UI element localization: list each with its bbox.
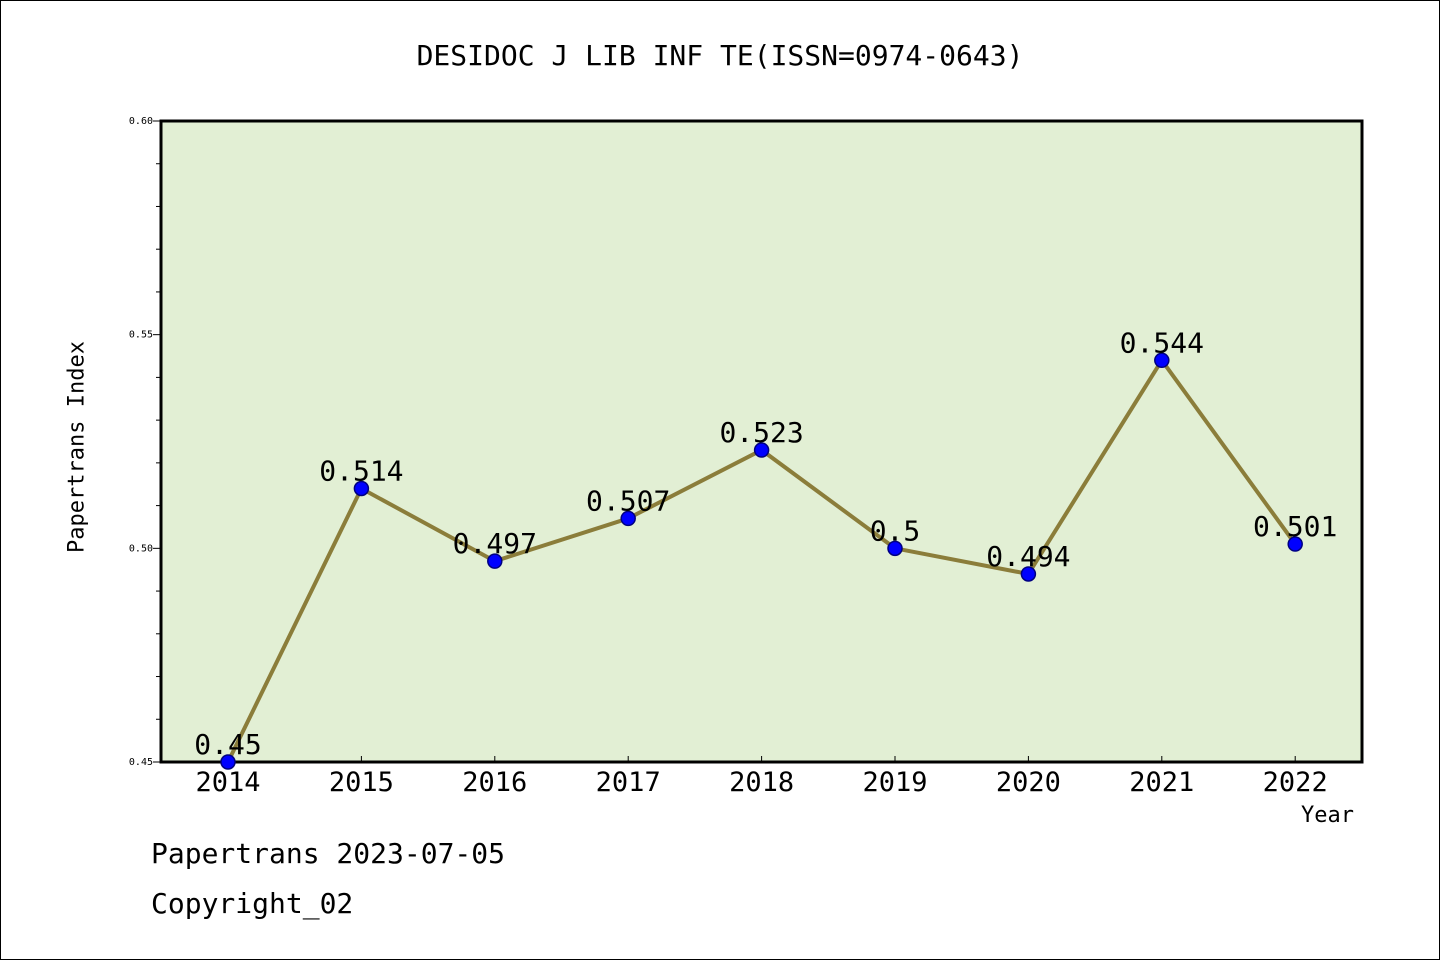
- data-label: 0.494: [986, 540, 1070, 573]
- x-tick-label: 2022: [1263, 767, 1328, 798]
- data-label: 0.5: [870, 514, 921, 547]
- data-label: 0.544: [1120, 326, 1204, 359]
- data-point: [1287, 536, 1303, 552]
- y-tick-label: 0.45: [129, 757, 153, 768]
- x-tick-label: 2017: [596, 767, 661, 798]
- data-point: [887, 540, 903, 557]
- data-point: [1020, 566, 1037, 582]
- plot-area: [161, 121, 1362, 762]
- x-tick-label: 2021: [1129, 767, 1194, 798]
- x-tick-label: 2018: [729, 767, 794, 798]
- data-point: [353, 480, 370, 497]
- y-axis-label: Papertrans Index: [64, 341, 90, 553]
- x-tick-label: 2020: [996, 767, 1061, 798]
- y-tick-label: 0.50: [129, 543, 153, 554]
- data-point: [753, 442, 770, 458]
- x-tick-label: 2014: [195, 767, 260, 798]
- x-tick-label: 2016: [462, 767, 527, 798]
- plot-border: [159, 119, 1364, 764]
- data-label: 0.514: [319, 455, 403, 488]
- data-point: [620, 510, 636, 527]
- x-axis-label: Year: [1301, 803, 1354, 828]
- y-tick-label: 0.55: [129, 330, 153, 341]
- data-label: 0.497: [453, 527, 537, 560]
- data-label: 0.501: [1253, 510, 1337, 543]
- data-label: 0.45: [194, 728, 261, 761]
- footer-copyright: Copyright_02: [151, 887, 354, 920]
- data-label: 0.507: [586, 484, 670, 517]
- data-point: [1154, 352, 1170, 369]
- x-tick-label: 2015: [329, 767, 394, 798]
- chart-title: DESIDOC J LIB INF TE(ISSN=0974-0643): [416, 39, 1024, 72]
- data-label: 0.523: [719, 416, 803, 449]
- x-tick-label: 2019: [862, 767, 927, 798]
- data-point: [220, 754, 236, 770]
- footer-date: Papertrans 2023-07-05: [151, 837, 506, 870]
- data-point: [487, 553, 503, 569]
- y-tick-label: 0.60: [129, 116, 153, 127]
